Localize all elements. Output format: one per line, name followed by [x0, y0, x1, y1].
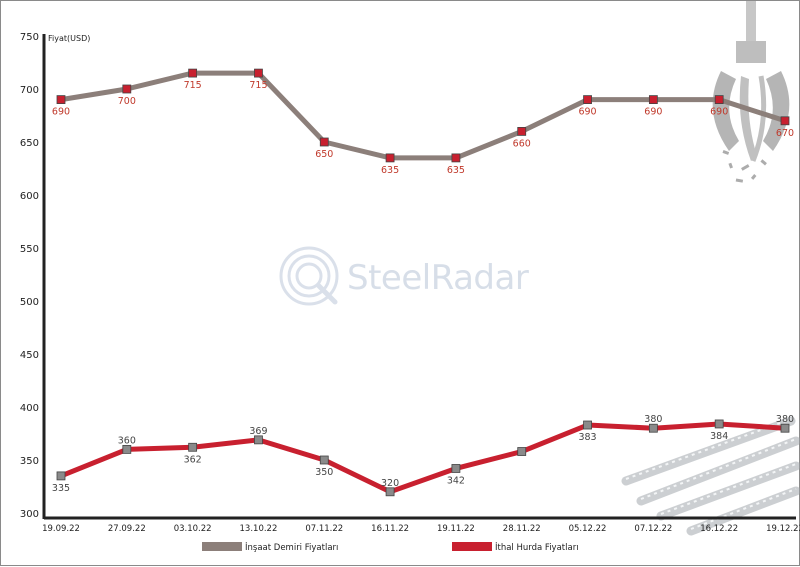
data-point-marker: [385, 487, 395, 497]
data-point-marker: [385, 153, 395, 163]
y-tick-label: 550: [20, 244, 39, 255]
legend-swatch-insaat-demiri: [202, 542, 242, 551]
series-line: [58, 421, 788, 495]
y-tick-label: 350: [20, 456, 39, 467]
legend-label-insaat-demiri: İnşaat Demiri Fiyatları: [245, 542, 338, 553]
data-label: 350: [315, 467, 333, 478]
data-point-marker: [188, 68, 198, 78]
data-label: 715: [249, 80, 267, 91]
data-label: 335: [52, 483, 70, 494]
data-label: 660: [513, 138, 531, 149]
data-point-marker: [122, 444, 132, 454]
x-tick-label: 19.12.22: [766, 524, 800, 534]
data-point-marker: [648, 95, 658, 104]
legend-label-ithal-hurda: İthal Hurda Fiyatları: [495, 542, 579, 553]
data-point-marker: [583, 95, 592, 104]
data-point-marker: [188, 442, 198, 452]
series-ithal-hurda: 335 360 362 369 350 320 342 383 380 384 380: [52, 414, 794, 497]
data-label: 690: [644, 107, 662, 118]
y-tick-label: 300: [20, 509, 39, 520]
data-point-marker: [517, 447, 527, 456]
data-label: 383: [578, 432, 596, 443]
x-tick-label: 16.12.22: [700, 524, 738, 534]
data-point-marker: [714, 95, 724, 104]
data-label: 690: [52, 107, 70, 118]
data-point-marker: [56, 471, 66, 481]
data-label: 342: [447, 475, 465, 486]
x-tick-label: 05.12.22: [569, 524, 607, 534]
data-label: 384: [710, 431, 728, 442]
x-tick-label: 07.12.22: [634, 524, 672, 534]
y-tick-label: 450: [20, 350, 39, 361]
data-point-marker: [319, 455, 329, 465]
x-tick-label: 07.11.22: [305, 524, 343, 534]
x-tick-label: 13.10.22: [240, 524, 278, 534]
data-point-marker: [451, 153, 461, 163]
y-tick-label: 400: [20, 403, 39, 414]
y-tick-label: 750: [20, 32, 39, 43]
data-point-marker: [648, 423, 658, 433]
data-point-marker: [56, 95, 66, 104]
series-insaat-demiri: 690 700 715 715 650 635 635 660 690 690 690 670: [52, 68, 794, 176]
data-point-marker: [714, 419, 724, 429]
y-tick-label: 500: [20, 297, 39, 308]
data-label: 690: [710, 107, 728, 118]
legend: İnşaat Demiri Fiyatları İthal Hurda Fiya…: [202, 542, 579, 553]
x-tick-label: 19.11.22: [437, 524, 475, 534]
data-label: 700: [118, 96, 136, 107]
y-axis-ticks: 300 350 400 450 500 550 600 650 700 750: [20, 32, 39, 520]
data-point-marker: [319, 137, 329, 147]
y-tick-label: 700: [20, 85, 39, 96]
x-tick-label: 27.09.22: [108, 524, 146, 534]
data-point-marker: [122, 84, 132, 94]
data-point-marker: [583, 420, 592, 430]
data-label: 380: [644, 414, 662, 425]
watermark-brand: SteelRadar: [347, 258, 529, 298]
watermark: SteelRadar: [279, 246, 529, 306]
data-label: 380: [776, 414, 794, 425]
x-tick-label: 03.10.22: [174, 524, 212, 534]
data-point-marker: [780, 116, 790, 126]
data-point-marker: [254, 435, 263, 445]
y-tick-label: 650: [20, 138, 39, 149]
data-label: 635: [381, 165, 399, 176]
data-label: 362: [184, 454, 202, 465]
data-label: 670: [776, 128, 794, 139]
x-tick-label: 16.11.22: [371, 524, 409, 534]
data-point-marker: [517, 127, 527, 136]
data-label: 320: [381, 478, 399, 489]
data-point-marker: [254, 68, 263, 78]
data-point-marker: [780, 423, 790, 433]
scrap-grabber-image: [712, 1, 790, 183]
data-label: 369: [249, 426, 267, 437]
x-tick-label: 19.09.22: [42, 524, 80, 534]
data-label: 715: [184, 80, 202, 91]
x-tick-label: 28.11.22: [503, 524, 541, 534]
data-point-marker: [451, 464, 461, 473]
y-axis-label: Fiyat(USD): [48, 34, 90, 43]
legend-swatch-ithal-hurda: [452, 542, 492, 551]
legend-item-ithal-hurda: İthal Hurda Fiyatları: [452, 542, 579, 553]
data-label: 690: [578, 107, 596, 118]
y-tick-label: 600: [20, 191, 39, 202]
steelradar-logo-icon: [279, 246, 339, 306]
rebar-image: [621, 416, 800, 536]
series-line: [58, 70, 788, 161]
legend-item-insaat-demiri: İnşaat Demiri Fiyatları: [202, 542, 338, 553]
data-label: 650: [315, 149, 333, 160]
x-axis-ticks: 19.09.22 27.09.22 03.10.22 13.10.22 07.11.22…: [42, 524, 800, 534]
data-label: 360: [118, 435, 136, 446]
data-label: 635: [447, 165, 465, 176]
